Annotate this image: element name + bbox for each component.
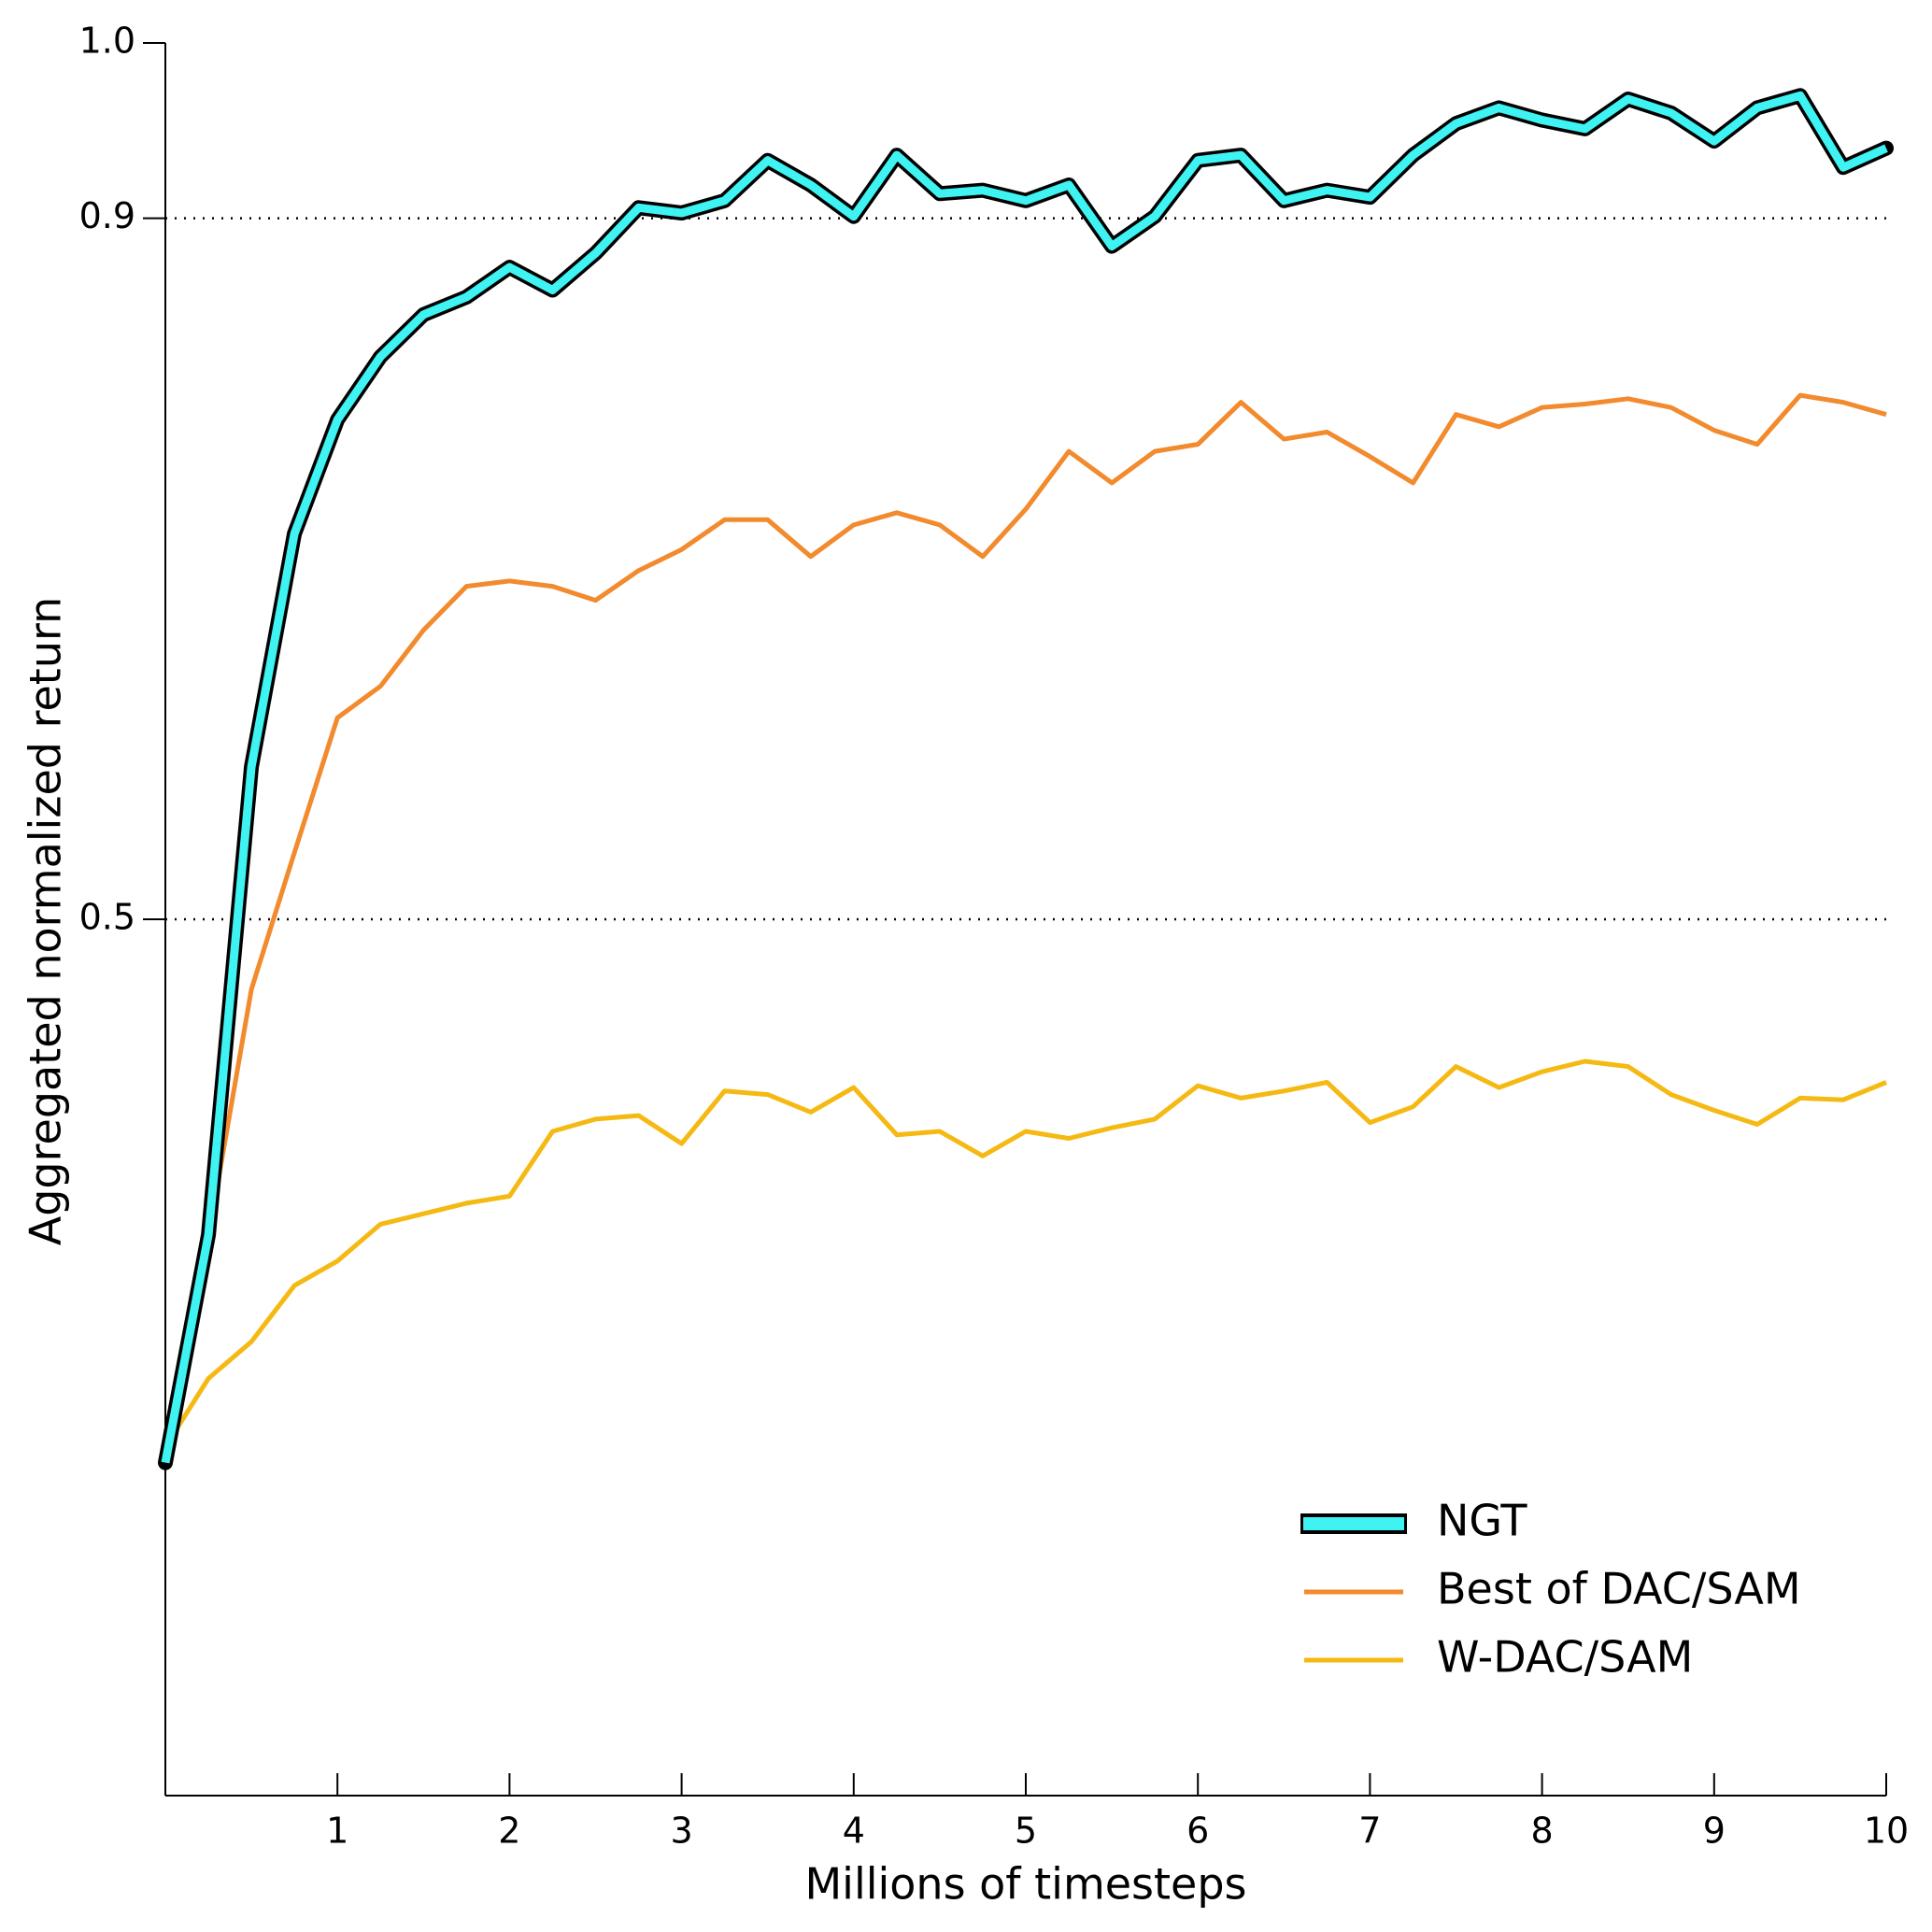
x-tick-label: 8 (1531, 1811, 1554, 1852)
legend-label: W-DAC/SAM (1437, 1632, 1693, 1683)
legend-label: NGT (1437, 1496, 1527, 1546)
y-axis-label: Aggregated normalized return (21, 597, 71, 1246)
x-tick-label: 5 (1015, 1811, 1037, 1852)
x-tick-label: 4 (843, 1811, 865, 1852)
y-tick-label: 0.9 (79, 195, 135, 236)
series-line (161, 91, 1888, 1464)
x-tick-label: 3 (671, 1811, 693, 1852)
x-tick-label: 2 (498, 1811, 520, 1852)
x-tick-label: 9 (1703, 1811, 1726, 1852)
x-tick-label: 1 (326, 1811, 348, 1852)
x-axis-label: Millions of timesteps (804, 1859, 1246, 1910)
series-outline (158, 88, 1894, 1470)
series-line (163, 1058, 1887, 1449)
x-tick-label: 10 (1864, 1811, 1909, 1852)
y-tick-label: 1.0 (79, 21, 135, 62)
series-line (163, 392, 1887, 1436)
x-tick-label: 7 (1358, 1811, 1381, 1852)
y-tick-label: 0.5 (79, 897, 135, 938)
x-tick-label: 6 (1186, 1811, 1209, 1852)
legend-label: Best of DAC/SAM (1437, 1564, 1801, 1614)
